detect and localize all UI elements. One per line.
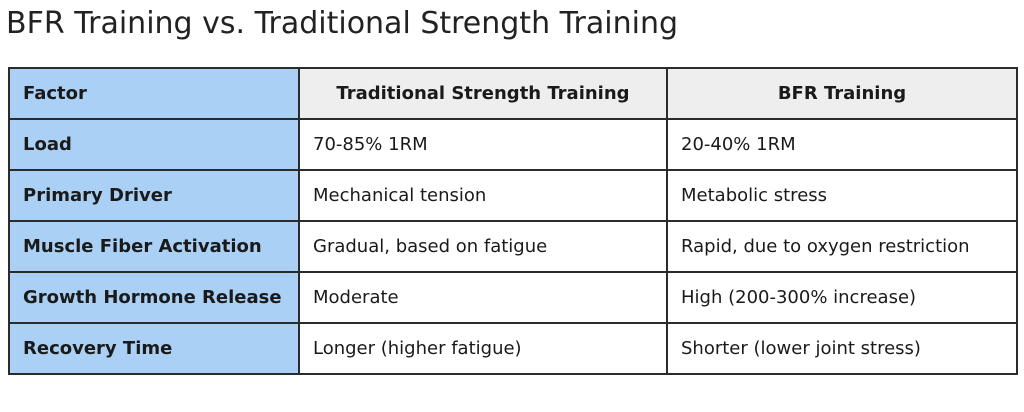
table-row: Primary Driver Mechanical tension Metabo… bbox=[8, 169, 1018, 222]
table-row: Load 70-85% 1RM 20-40% 1RM bbox=[8, 118, 1018, 171]
table-row: Growth Hormone Release Moderate High (20… bbox=[8, 271, 1018, 324]
bfr-cell: High (200-300% increase) bbox=[666, 271, 1018, 324]
table-row: Muscle Fiber Activation Gradual, based o… bbox=[8, 220, 1018, 273]
bfr-cell: Metabolic stress bbox=[666, 169, 1018, 222]
bfr-cell: Shorter (lower joint stress) bbox=[666, 322, 1018, 375]
factor-cell: Load bbox=[8, 118, 300, 171]
traditional-cell: 70-85% 1RM bbox=[298, 118, 668, 171]
page-title: BFR Training vs. Traditional Strength Tr… bbox=[6, 6, 678, 41]
factor-cell: Growth Hormone Release bbox=[8, 271, 300, 324]
factor-cell: Recovery Time bbox=[8, 322, 300, 375]
column-header-traditional: Traditional Strength Training bbox=[298, 67, 668, 120]
column-header-bfr: BFR Training bbox=[666, 67, 1018, 120]
table-row: Recovery Time Longer (higher fatigue) Sh… bbox=[8, 322, 1018, 375]
comparison-table: Factor Traditional Strength Training BFR… bbox=[8, 67, 1018, 375]
traditional-cell: Longer (higher fatigue) bbox=[298, 322, 668, 375]
column-header-factor: Factor bbox=[8, 67, 300, 120]
factor-cell: Primary Driver bbox=[8, 169, 300, 222]
traditional-cell: Gradual, based on fatigue bbox=[298, 220, 668, 273]
traditional-cell: Moderate bbox=[298, 271, 668, 324]
traditional-cell: Mechanical tension bbox=[298, 169, 668, 222]
bfr-cell: Rapid, due to oxygen restriction bbox=[666, 220, 1018, 273]
factor-cell: Muscle Fiber Activation bbox=[8, 220, 300, 273]
table-header-row: Factor Traditional Strength Training BFR… bbox=[8, 67, 1018, 120]
bfr-cell: 20-40% 1RM bbox=[666, 118, 1018, 171]
